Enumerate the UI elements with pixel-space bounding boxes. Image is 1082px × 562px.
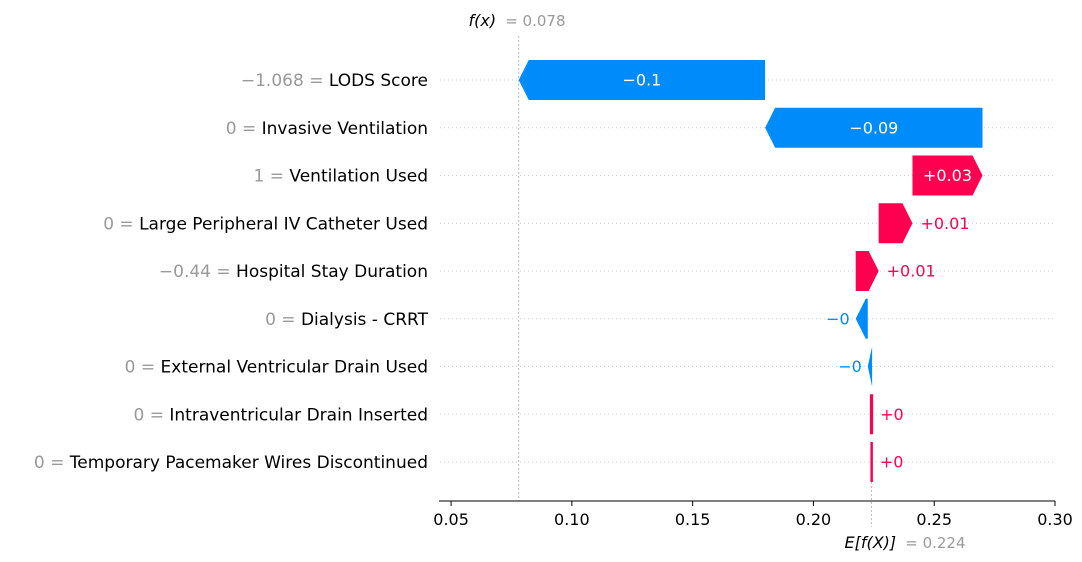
bar-8 <box>869 394 874 435</box>
feature-name: External Ventricular Drain Used <box>161 358 428 378</box>
bar-label-1: −0.1 <box>622 71 661 90</box>
feature-label-1: −1.068 = LODS Score <box>241 71 428 91</box>
fx-value: = 0.078 <box>505 12 565 30</box>
x-tick-label: 0.05 <box>433 510 469 529</box>
x-tick-label: 0.25 <box>916 510 952 529</box>
feature-name: Hospital Stay Duration <box>236 262 428 282</box>
feature-value: 0 = <box>103 214 139 234</box>
feature-name: Temporary Pacemaker Wires Discontinued <box>69 453 428 473</box>
feature-value: 0 = <box>265 310 301 330</box>
bar-5 <box>855 251 879 291</box>
x-axis: 0.05 0.10 0.15 0.20 0.25 0.30 <box>433 500 1073 529</box>
feature-name: LODS Score <box>329 71 428 91</box>
x-tick-label: 0.20 <box>796 510 832 529</box>
feature-name: Invasive Ventilation <box>262 119 428 139</box>
x-tick-label: 0.10 <box>554 510 590 529</box>
bar-label-3: +0.03 <box>923 166 972 185</box>
bar-labels: −0.1 −0.09 +0.03 +0.01 +0.01 −0 −0 +0 +0 <box>622 71 972 472</box>
feature-value: 0 = <box>34 453 70 473</box>
feature-name: Ventilation Used <box>289 167 428 187</box>
feature-value: −1.068 = <box>241 71 329 91</box>
bar-3 <box>912 155 983 196</box>
bar-9 <box>870 442 873 482</box>
fx-annotation: f(x) = 0.078 <box>469 11 566 30</box>
svg-text:E[f(X)] = 0.224: E[f(X)] = 0.224 <box>844 533 965 552</box>
bar-label-4: +0.01 <box>920 214 969 233</box>
bar-1 <box>518 60 766 100</box>
svg-text:f(x) = 0.078: f(x) = 0.078 <box>469 11 566 30</box>
base-annotation: E[f(X)] = 0.224 <box>844 533 965 552</box>
bar-label-5: +0.01 <box>887 262 936 281</box>
feature-value: 0 = <box>226 119 262 139</box>
feature-value: 0 = <box>125 358 161 378</box>
feature-label-6: 0 = Dialysis - CRRT <box>265 310 429 330</box>
feature-name: Large Peripheral IV Catheter Used <box>139 214 428 234</box>
feature-label-3: 1 = Ventilation Used <box>254 167 428 187</box>
bar-label-7: −0 <box>838 357 862 376</box>
feature-labels: −1.068 = LODS Score 0 = Invasive Ventilat… <box>34 71 429 473</box>
base-label: E[f(X)] <box>844 533 896 552</box>
feature-label-4: 0 = Large Peripheral IV Catheter Used <box>103 214 428 234</box>
feature-label-9: 0 = Temporary Pacemaker Wires Discontinu… <box>34 453 428 473</box>
feature-value: −0.44 = <box>159 262 236 282</box>
x-tick-label: 0.30 <box>1037 510 1073 529</box>
bar-2 <box>765 107 983 148</box>
x-tick-label: 0.15 <box>675 510 711 529</box>
feature-label-7: 0 = External Ventricular Drain Used <box>125 358 428 378</box>
bar-6 <box>855 298 868 339</box>
bar-label-8: +0 <box>880 405 904 424</box>
feature-name: Dialysis - CRRT <box>301 310 429 330</box>
bar-label-2: −0.09 <box>849 118 898 137</box>
bars <box>518 60 983 482</box>
feature-label-2: 0 = Invasive Ventilation <box>226 119 428 139</box>
feature-name: Intraventricular Drain Inserted <box>169 405 428 425</box>
feature-label-8: 0 = Intraventricular Drain Inserted <box>134 405 428 425</box>
bar-4 <box>878 203 913 244</box>
feature-value: 1 = <box>254 167 290 187</box>
feature-value: 0 = <box>134 405 170 425</box>
fx-label: f(x) <box>469 11 497 30</box>
bar-label-9: +0 <box>880 453 904 472</box>
bar-label-6: −0 <box>826 309 850 328</box>
reference-lines <box>518 36 872 527</box>
bar-7 <box>867 346 873 387</box>
feature-label-5: −0.44 = Hospital Stay Duration <box>159 262 428 282</box>
base-value: = 0.224 <box>905 534 965 552</box>
